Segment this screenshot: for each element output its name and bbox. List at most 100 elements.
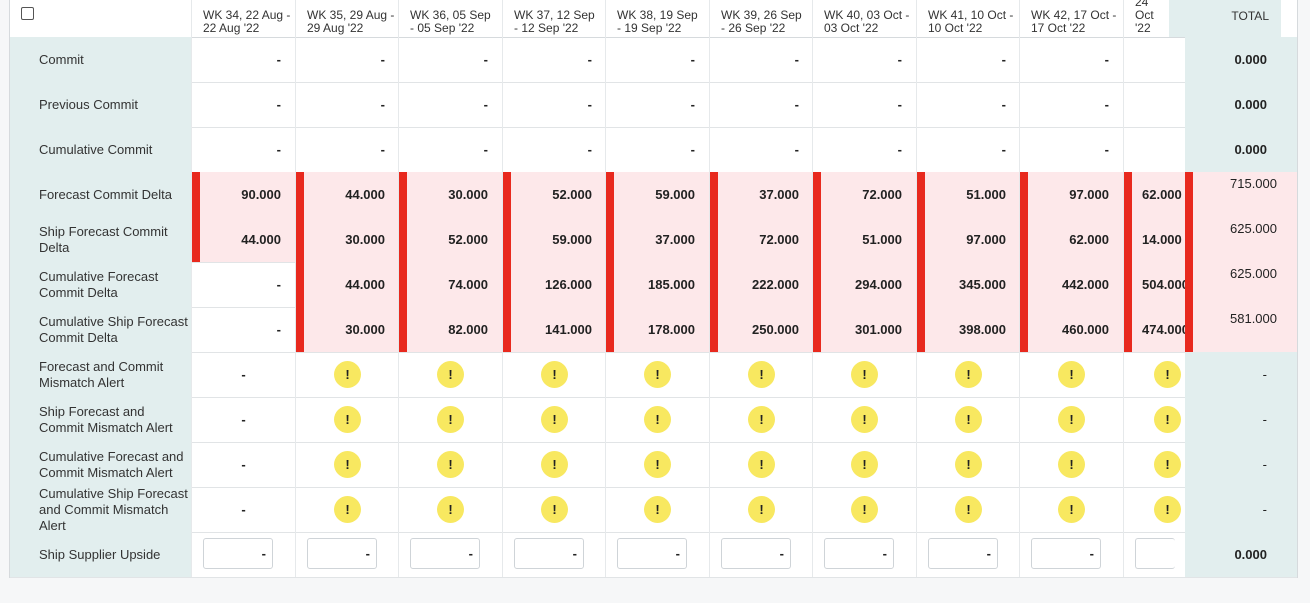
value-cell[interactable]: 51.000: [812, 217, 916, 262]
value-cell[interactable]: 30.000: [295, 217, 399, 262]
value-cell[interactable]: 72.000: [709, 217, 813, 262]
mismatch-alert-cell[interactable]: !: [605, 352, 709, 397]
value-cell[interactable]: 222.000: [709, 262, 813, 307]
value-cell[interactable]: 185.000: [605, 262, 709, 307]
value-cell[interactable]: -: [502, 127, 606, 172]
mismatch-alert-cell[interactable]: !: [502, 442, 606, 487]
value-cell[interactable]: 97.000: [916, 217, 1020, 262]
week-column-header[interactable]: WK 42, 17 Oct - 17 Oct '22: [1019, 0, 1123, 37]
value-cell[interactable]: 44.000: [295, 172, 399, 217]
mismatch-alert-cell[interactable]: !: [709, 487, 813, 532]
value-cell[interactable]: -: [191, 442, 295, 487]
value-cell[interactable]: -: [605, 82, 709, 127]
mismatch-alert-cell[interactable]: !: [398, 352, 502, 397]
upside-input[interactable]: -: [410, 538, 480, 569]
value-cell[interactable]: -: [295, 37, 399, 82]
mismatch-alert-cell[interactable]: !: [916, 442, 1020, 487]
value-cell[interactable]: 74.000: [398, 262, 502, 307]
value-cell[interactable]: -: [191, 37, 295, 82]
mismatch-alert-cell[interactable]: !: [1123, 352, 1194, 397]
value-cell[interactable]: -: [502, 82, 606, 127]
mismatch-alert-cell[interactable]: !: [295, 442, 399, 487]
value-cell[interactable]: 51.000: [916, 172, 1020, 217]
value-cell[interactable]: 62.000: [1019, 217, 1123, 262]
week-column-header[interactable]: WK 37, 12 Sep - 12 Sep '22: [502, 0, 606, 37]
value-cell[interactable]: 62.000: [1123, 172, 1194, 217]
value-cell[interactable]: 126.000: [502, 262, 606, 307]
value-cell[interactable]: 504.000: [1123, 262, 1194, 307]
value-cell[interactable]: [1123, 127, 1194, 172]
upside-input[interactable]: -: [928, 538, 998, 569]
mismatch-alert-cell[interactable]: !: [709, 397, 813, 442]
value-cell[interactable]: 398.000: [916, 307, 1020, 352]
value-cell[interactable]: 301.000: [812, 307, 916, 352]
value-cell[interactable]: -: [916, 82, 1020, 127]
value-cell[interactable]: 178.000: [605, 307, 709, 352]
upside-input[interactable]: -: [617, 538, 687, 569]
mismatch-alert-cell[interactable]: !: [812, 487, 916, 532]
value-cell[interactable]: -: [191, 262, 295, 307]
mismatch-alert-cell[interactable]: !: [812, 397, 916, 442]
value-cell[interactable]: 30.000: [295, 307, 399, 352]
mismatch-alert-cell[interactable]: !: [605, 397, 709, 442]
mismatch-alert-cell[interactable]: !: [398, 442, 502, 487]
value-cell[interactable]: 52.000: [502, 172, 606, 217]
mismatch-alert-cell[interactable]: !: [1019, 442, 1123, 487]
upside-input[interactable]: -: [203, 538, 273, 569]
mismatch-alert-cell[interactable]: !: [398, 487, 502, 532]
value-cell[interactable]: -: [398, 37, 502, 82]
value-cell[interactable]: -: [709, 37, 813, 82]
value-cell[interactable]: [1123, 82, 1194, 127]
week-column-header[interactable]: WK 40, 03 Oct - 03 Oct '22: [812, 0, 916, 37]
value-cell[interactable]: 97.000: [1019, 172, 1123, 217]
value-cell[interactable]: 14.000: [1123, 217, 1194, 262]
value-cell[interactable]: 294.000: [812, 262, 916, 307]
upside-input[interactable]: -: [1031, 538, 1101, 569]
value-cell[interactable]: -: [812, 127, 916, 172]
mismatch-alert-cell[interactable]: !: [605, 442, 709, 487]
value-cell[interactable]: 82.000: [398, 307, 502, 352]
value-cell[interactable]: 345.000: [916, 262, 1020, 307]
upside-input[interactable]: -: [307, 538, 377, 569]
value-cell[interactable]: -: [709, 82, 813, 127]
value-cell[interactable]: -: [398, 82, 502, 127]
value-cell[interactable]: -: [1019, 82, 1123, 127]
week-column-header[interactable]: WK 41, 10 Oct - 10 Oct '22: [916, 0, 1020, 37]
mismatch-alert-cell[interactable]: !: [295, 487, 399, 532]
mismatch-alert-cell[interactable]: !: [1019, 397, 1123, 442]
value-cell[interactable]: [1123, 37, 1194, 82]
value-cell[interactable]: -: [1019, 127, 1123, 172]
value-cell[interactable]: -: [191, 397, 295, 442]
value-cell[interactable]: 52.000: [398, 217, 502, 262]
value-cell[interactable]: -: [812, 37, 916, 82]
value-cell[interactable]: -: [916, 37, 1020, 82]
mismatch-alert-cell[interactable]: !: [709, 352, 813, 397]
value-cell[interactable]: -: [502, 37, 606, 82]
week-column-header[interactable]: WK 38, 19 Sep - 19 Sep '22: [605, 0, 709, 37]
value-cell[interactable]: -: [916, 127, 1020, 172]
select-all-checkbox[interactable]: [21, 7, 34, 20]
value-cell[interactable]: -: [295, 127, 399, 172]
mismatch-alert-cell[interactable]: !: [916, 352, 1020, 397]
value-cell[interactable]: -: [191, 307, 295, 352]
value-cell[interactable]: -: [191, 352, 295, 397]
value-cell[interactable]: -: [1019, 37, 1123, 82]
upside-input[interactable]: -: [514, 538, 584, 569]
week-column-header[interactable]: WK 35, 29 Aug - 29 Aug '22: [295, 0, 399, 37]
mismatch-alert-cell[interactable]: !: [1123, 442, 1194, 487]
value-cell[interactable]: -: [191, 487, 295, 532]
week-column-header[interactable]: WK 36, 05 Sep - 05 Sep '22: [398, 0, 502, 37]
value-cell[interactable]: 72.000: [812, 172, 916, 217]
value-cell[interactable]: 37.000: [709, 172, 813, 217]
mismatch-alert-cell[interactable]: !: [1019, 352, 1123, 397]
value-cell[interactable]: 59.000: [502, 217, 606, 262]
value-cell[interactable]: -: [709, 127, 813, 172]
value-cell[interactable]: -: [605, 37, 709, 82]
mismatch-alert-cell[interactable]: !: [709, 442, 813, 487]
mismatch-alert-cell[interactable]: !: [812, 442, 916, 487]
value-cell[interactable]: 442.000: [1019, 262, 1123, 307]
mismatch-alert-cell[interactable]: !: [1123, 487, 1194, 532]
value-cell[interactable]: 250.000: [709, 307, 813, 352]
week-column-header[interactable]: WK 39, 26 Sep - 26 Sep '22: [709, 0, 813, 37]
value-cell[interactable]: -: [191, 82, 295, 127]
